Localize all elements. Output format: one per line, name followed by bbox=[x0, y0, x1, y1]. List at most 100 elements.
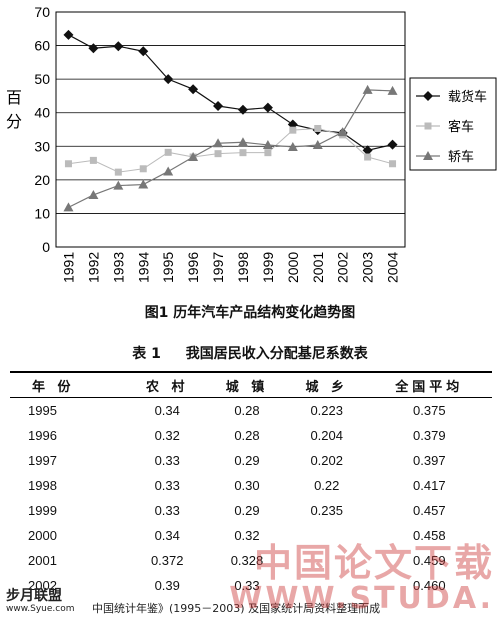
data-point bbox=[314, 124, 322, 132]
watermark-url: WWW.STUDA. bbox=[229, 581, 494, 616]
data-point bbox=[113, 180, 124, 190]
x-tick-label: 1994 bbox=[135, 252, 151, 283]
y-tick-label: 70 bbox=[34, 4, 50, 20]
cell-urban-rural: 0.202 bbox=[310, 453, 343, 468]
cell-urban: 0.28 bbox=[234, 403, 260, 418]
cell-national: 0.457 bbox=[413, 503, 446, 518]
header-rural: 农 村 bbox=[127, 371, 208, 398]
y-axis-label: 百 bbox=[6, 88, 22, 107]
legend-label: 载货车 bbox=[448, 89, 487, 105]
legend-marker bbox=[424, 122, 432, 130]
data-point bbox=[64, 160, 72, 168]
figure-caption: 图1 历年汽车产品结构变化趋势图 bbox=[144, 305, 356, 321]
table-row: 1995 0.34 0.28 0.223 0.375 bbox=[10, 398, 492, 424]
cell-urban: 0.29 bbox=[234, 453, 260, 468]
x-tick-label: 2001 bbox=[310, 252, 326, 283]
x-tick-label: 1993 bbox=[110, 252, 126, 283]
x-tick-label: 2000 bbox=[285, 252, 301, 283]
cell-rural: 0.34 bbox=[154, 528, 180, 543]
cell-urban: 0.29 bbox=[234, 503, 260, 518]
data-point bbox=[188, 152, 199, 162]
cell-rural: 0.33 bbox=[154, 478, 180, 493]
cell-urban: 0.33 bbox=[234, 578, 260, 593]
cell-urban-rural: 0.223 bbox=[310, 403, 343, 418]
data-point bbox=[364, 153, 372, 161]
header-urban-rural: 城 乡 bbox=[286, 371, 367, 398]
x-tick-label: 2004 bbox=[385, 252, 401, 283]
y-tick-label: 60 bbox=[34, 38, 50, 54]
cell-national: 0.375 bbox=[413, 403, 446, 418]
cell-rural: 0.39 bbox=[154, 578, 180, 593]
y-axis-label: 分 bbox=[6, 112, 22, 131]
legend-label: 轿车 bbox=[448, 149, 474, 165]
data-point bbox=[237, 137, 248, 147]
watermark-right: 中国论文下载 WWW.STUDA. bbox=[229, 532, 494, 616]
watermark-left-text: 步月联盟 bbox=[6, 588, 62, 604]
table-row: 2002 0.39 0.33 0.460 bbox=[10, 573, 492, 598]
data-point bbox=[188, 84, 199, 95]
table-label: 表 1 bbox=[132, 346, 161, 362]
legend-label: 客车 bbox=[448, 119, 474, 135]
watermark-left: 步月联盟 www.Syue.com bbox=[6, 585, 74, 614]
data-point bbox=[337, 127, 348, 137]
cell-year: 2002 bbox=[28, 578, 57, 593]
data-point bbox=[214, 150, 222, 158]
data-point bbox=[262, 139, 273, 149]
data-point bbox=[114, 168, 122, 176]
cell-national: 0.379 bbox=[413, 428, 446, 443]
data-point bbox=[239, 149, 247, 157]
cell-national: 0.458 bbox=[413, 528, 446, 543]
gini-table: 年 份 农 村 城 镇 城 乡 全国平均 1995 0.34 0.28 0.223 0.… bbox=[10, 371, 492, 598]
cell-year: 1995 bbox=[28, 403, 57, 418]
data-point bbox=[163, 74, 174, 85]
x-tick-label: 1995 bbox=[160, 252, 176, 283]
table-header-row: 年 份 农 村 城 镇 城 乡 全国平均 bbox=[10, 371, 492, 398]
data-point bbox=[63, 29, 74, 40]
cell-urban: 0.328 bbox=[230, 553, 264, 568]
data-point bbox=[213, 101, 224, 111]
data-point bbox=[88, 189, 99, 199]
data-point bbox=[262, 102, 273, 113]
header-national: 全国平均 bbox=[366, 371, 492, 398]
table-row: 1999 0.33 0.29 0.235 0.457 bbox=[10, 498, 492, 523]
data-point bbox=[389, 160, 397, 168]
watermark-text: 中国论文下载 bbox=[253, 541, 494, 585]
legend-marker bbox=[423, 151, 433, 160]
header-urban: 城 镇 bbox=[207, 371, 287, 398]
data-point bbox=[213, 138, 224, 148]
x-tick-label: 1999 bbox=[260, 252, 276, 283]
source-note: 中国统计年鉴》(1995－2003) 及国家统计局资料整理而成 bbox=[92, 602, 381, 615]
line-chart: 0 10 20 30 40 50 60 70 1991 1992 1993 1994 1995 1996 1… bbox=[6, 4, 497, 283]
data-point bbox=[362, 84, 373, 94]
series-line bbox=[68, 89, 393, 208]
table-row: 2000 0.34 0.32 0.458 bbox=[10, 523, 492, 548]
cell-rural: 0.372 bbox=[150, 553, 184, 568]
legend-marker bbox=[423, 91, 433, 101]
cell-year: 1998 bbox=[28, 478, 57, 493]
table-row: 1996 0.32 0.28 0.204 0.379 bbox=[10, 423, 492, 448]
table-row: 1997 0.33 0.29 0.202 0.397 bbox=[10, 448, 492, 473]
cell-national: 0.459 bbox=[413, 553, 446, 568]
cell-urban-rural: 0.22 bbox=[314, 478, 340, 493]
data-point bbox=[88, 43, 99, 54]
cell-urban: 0.30 bbox=[234, 478, 260, 493]
data-point bbox=[139, 165, 147, 173]
watermark-left-url: www.Syue.com bbox=[6, 604, 75, 614]
plot-area bbox=[55, 11, 406, 248]
x-tick-label: 2002 bbox=[335, 252, 351, 283]
cell-urban-rural: 0.235 bbox=[310, 503, 343, 518]
cell-year: 2000 bbox=[28, 528, 57, 543]
data-point bbox=[264, 149, 272, 157]
x-tick-label: 1991 bbox=[60, 252, 76, 283]
x-tick-label: 1998 bbox=[235, 252, 251, 283]
cell-year: 1997 bbox=[28, 453, 57, 468]
data-point bbox=[138, 179, 149, 189]
y-tick-label: 50 bbox=[34, 71, 50, 87]
data-point bbox=[63, 202, 74, 212]
cell-urban-rural: 0.204 bbox=[310, 428, 343, 443]
data-point bbox=[362, 145, 373, 156]
cell-year: 1999 bbox=[28, 503, 57, 518]
x-tick-label: 2003 bbox=[360, 252, 376, 283]
data-point bbox=[113, 41, 124, 52]
y-tick-label: 40 bbox=[34, 105, 50, 121]
